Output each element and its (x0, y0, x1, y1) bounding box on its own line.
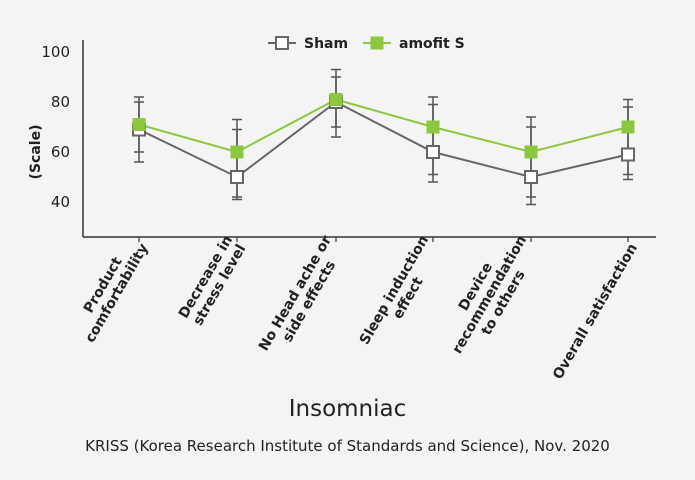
legend-marker-amofit-s (370, 36, 384, 50)
marker-sham (426, 145, 440, 159)
axes (82, 40, 656, 238)
x-ticks (138, 237, 629, 242)
legend: Sham amofit S (268, 36, 465, 52)
series-markers (132, 93, 635, 184)
legend-label-amofit-s: amofit S (399, 36, 465, 52)
legend-marker-sham (275, 36, 289, 50)
y-tick-label: 60 (51, 143, 70, 161)
marker-amofit-s (132, 118, 146, 131)
y-tick-label: 80 (51, 93, 70, 111)
x-category-label: Overall satisfaction (550, 241, 641, 382)
y-ticks: 40 60 80 100 (41, 43, 70, 211)
marker-amofit-s (426, 120, 440, 134)
marker-sham (621, 147, 635, 162)
error-bars (134, 68, 633, 206)
marker-sham (524, 170, 538, 184)
y-tick-label: 40 (51, 193, 70, 211)
marker-amofit-s (230, 145, 244, 159)
y-axis-label: (Scale) (28, 125, 44, 180)
chart-title: Insomniac (288, 396, 407, 422)
y-tick-label: 100 (41, 43, 70, 61)
chart-source: KRISS (Korea Research Institute of Stand… (85, 437, 610, 455)
marker-sham (230, 170, 244, 184)
series-line-sham (138, 100, 629, 179)
marker-amofit-s (329, 93, 343, 106)
marker-amofit-s (524, 145, 538, 159)
legend-label-sham: Sham (304, 36, 348, 52)
series-line-amofit-s (138, 98, 629, 154)
marker-amofit-s (621, 120, 635, 134)
series-lines (138, 98, 629, 179)
x-category-label-line: Overall satisfaction (550, 241, 641, 382)
